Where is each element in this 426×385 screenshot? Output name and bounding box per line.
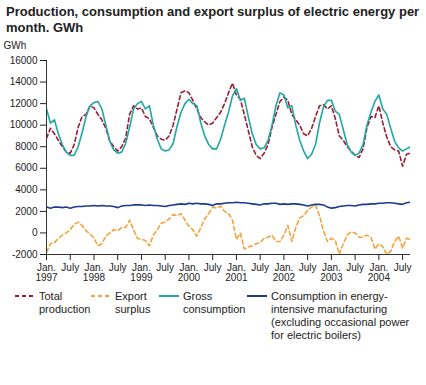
svg-text:0: 0: [32, 227, 38, 238]
svg-text:Jan.2004: Jan.2004: [368, 262, 391, 283]
svg-text:Jan.2001: Jan.2001: [225, 262, 248, 283]
svg-text:Jan.2003: Jan.2003: [320, 262, 343, 283]
svg-text:July: July: [61, 262, 79, 273]
svg-text:12000: 12000: [10, 98, 38, 109]
svg-text:July: July: [109, 262, 127, 273]
svg-text:4000: 4000: [15, 184, 38, 195]
svg-text:Jan.2000: Jan.2000: [178, 262, 201, 283]
svg-text:July: July: [204, 262, 222, 273]
svg-text:10000: 10000: [10, 119, 38, 130]
svg-text:GWh: GWh: [4, 40, 27, 51]
svg-text:July: July: [394, 262, 412, 273]
svg-text:2000: 2000: [15, 206, 38, 217]
svg-text:July: July: [251, 262, 269, 273]
svg-text:Jan.1997: Jan.1997: [35, 262, 58, 283]
html-text:Production, consumption and ex: Production, consumption and export surpl…: [6, 4, 420, 35]
html-text:Gross consumption: Gross consumption: [183, 290, 246, 315]
svg-text:Jan.1998: Jan.1998: [83, 262, 106, 283]
svg-text:July: July: [156, 262, 174, 273]
svg-text:14000: 14000: [10, 76, 38, 87]
svg-text:8000: 8000: [15, 141, 38, 152]
svg-text:July: July: [346, 262, 364, 273]
html-text:Consumption in energy-intensiv: Consumption in energy-intensive manufact…: [271, 290, 410, 341]
svg-text:16000: 16000: [10, 55, 38, 66]
svg-text:6000: 6000: [15, 162, 38, 173]
svg-text:-2000: -2000: [12, 249, 38, 260]
svg-text:Jan.2002: Jan.2002: [273, 262, 296, 283]
svg-text:July: July: [299, 262, 317, 273]
html-text:Total production: Total production: [39, 290, 91, 315]
html-text:Export surplus: Export surplus: [115, 290, 151, 315]
svg-text:Jan.1999: Jan.1999: [130, 262, 153, 283]
